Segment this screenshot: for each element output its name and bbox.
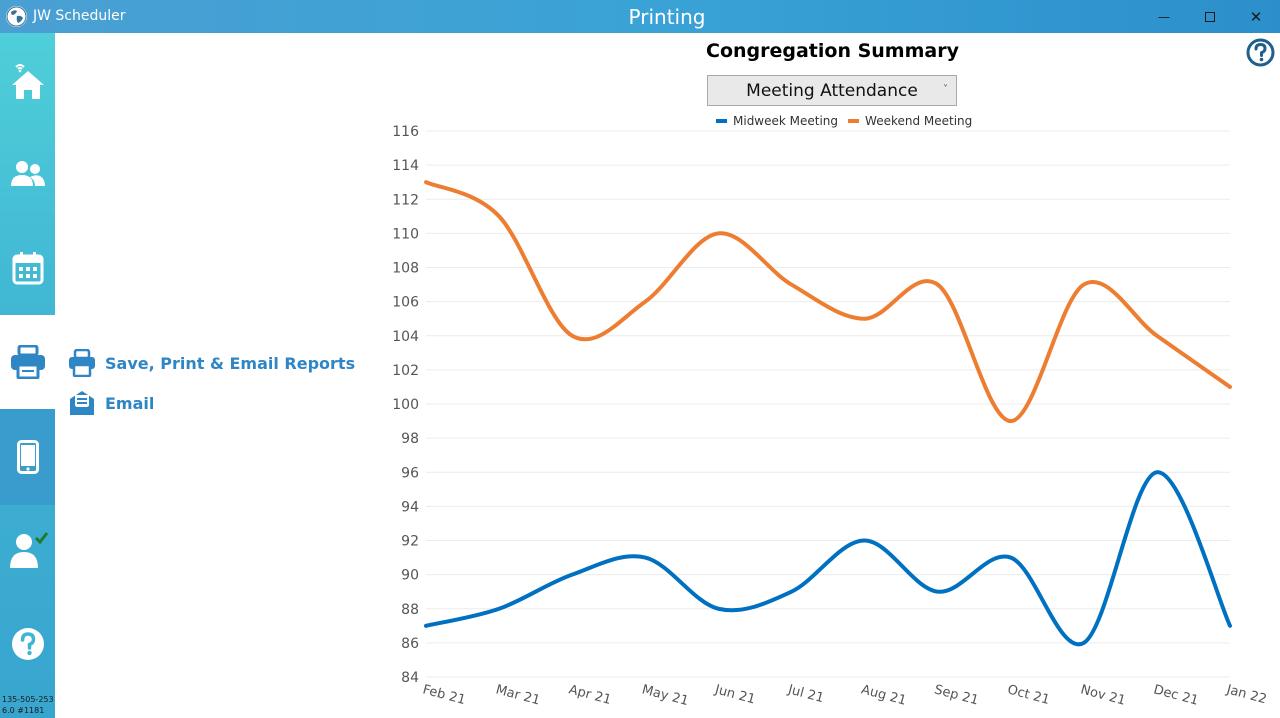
save-print-email-reports-link[interactable]: Save, Print & Email Reports: [68, 349, 355, 377]
legend-item-weekend: Weekend Meeting: [848, 114, 972, 128]
series-line-midweek: [424, 470, 1232, 647]
globe-logo-icon: [6, 6, 27, 27]
x-tick-label: May 21: [640, 682, 690, 709]
y-tick-label: 114: [392, 158, 419, 174]
report-title: Congregation Summary: [706, 40, 959, 62]
x-tick-label: Jan 22: [1224, 682, 1268, 707]
y-tick-label: 94: [401, 499, 419, 515]
y-tick-label: 110: [392, 226, 419, 242]
user-check-icon: [9, 532, 48, 568]
y-tick-label: 98: [401, 431, 419, 447]
x-tick-label: Jun 21: [712, 682, 756, 707]
help-circle-icon: [1246, 38, 1275, 67]
maximize-icon: [1205, 11, 1215, 22]
sidebar-item-calendar[interactable]: [0, 221, 55, 315]
sidebar-item-people[interactable]: [0, 127, 55, 221]
title-bar: JW Scheduler Printing — ✕: [0, 0, 1280, 33]
x-tick-label: Mar 21: [494, 682, 542, 708]
chevron-down-icon: ˅: [943, 84, 948, 95]
y-tick-label: 88: [401, 602, 419, 618]
home-wifi-icon: [11, 64, 44, 99]
legend-swatch-weekend: [848, 119, 860, 123]
calendar-icon: [12, 252, 43, 285]
email-icon: [70, 391, 94, 415]
sidebar: 135-505-253 6.0 #1181: [0, 33, 55, 718]
report-type-dropdown[interactable]: Meeting Attendance ˅: [707, 75, 957, 106]
email-label: Email: [105, 393, 155, 413]
sidebar-item-user-check[interactable]: [0, 503, 55, 597]
legend-label-midweek: Midweek Meeting: [733, 114, 839, 128]
close-icon: ✕: [1249, 7, 1263, 26]
help-button[interactable]: [1246, 38, 1275, 67]
x-tick-label: Feb 21: [421, 682, 467, 708]
y-tick-label: 96: [401, 465, 419, 481]
sidebar-item-home[interactable]: [0, 33, 55, 127]
version-id: 135-505-253: [2, 695, 54, 704]
app-name: JW Scheduler: [33, 8, 126, 24]
phone-icon: [16, 440, 39, 474]
minimize-button[interactable]: —: [1141, 0, 1187, 33]
minimize-icon: —: [1158, 9, 1170, 24]
y-tick-label: 90: [401, 568, 419, 584]
y-tick-label: 86: [401, 636, 419, 652]
x-tick-label: Nov 21: [1079, 682, 1127, 708]
sidebar-item-printing[interactable]: [0, 315, 55, 409]
maximize-button[interactable]: [1187, 0, 1233, 33]
email-link[interactable]: Email: [68, 389, 154, 417]
y-tick-label: 116: [392, 124, 419, 140]
x-tick-label: Aug 21: [860, 682, 908, 708]
y-tick-label: 84: [401, 670, 419, 686]
version-build: 6.0 #1181: [2, 706, 45, 715]
sidebar-item-mobile[interactable]: [0, 409, 55, 505]
legend-label-weekend: Weekend Meeting: [865, 114, 973, 128]
y-tick-label: 106: [392, 295, 419, 311]
y-tick-label: 100: [392, 397, 419, 413]
people-icon: [10, 161, 45, 186]
x-tick-label: Dec 21: [1152, 682, 1200, 708]
save-print-email-label: Save, Print & Email Reports: [105, 353, 356, 373]
x-tick-label: Jul 21: [785, 682, 825, 706]
close-button[interactable]: ✕: [1233, 0, 1279, 33]
x-tick-label: Sep 21: [933, 682, 981, 708]
window-title: Printing: [628, 5, 706, 29]
x-tick-label: Oct 21: [1006, 682, 1052, 708]
chart-legend: Midweek Meeting Weekend Meeting: [716, 114, 982, 128]
y-tick-label: 108: [392, 261, 419, 277]
printer-icon: [69, 349, 95, 377]
y-tick-label: 102: [392, 363, 419, 379]
y-tick-label: 92: [401, 534, 419, 550]
y-tick-label: 112: [392, 192, 419, 208]
dropdown-value: Meeting Attendance: [746, 80, 918, 101]
help-icon: [11, 628, 44, 660]
attendance-line-chart: 84 86 88 90 92 94 96 98 100 102 104 106 108 110 112 114…: [392, 124, 1268, 709]
printer-icon: [10, 345, 45, 379]
y-tick-label: 104: [392, 329, 419, 345]
legend-swatch-midweek: [716, 119, 727, 123]
x-tick-label: Apr 21: [567, 682, 613, 708]
legend-item-midweek: Midweek Meeting: [716, 114, 838, 128]
sidebar-item-help[interactable]: [0, 597, 55, 691]
